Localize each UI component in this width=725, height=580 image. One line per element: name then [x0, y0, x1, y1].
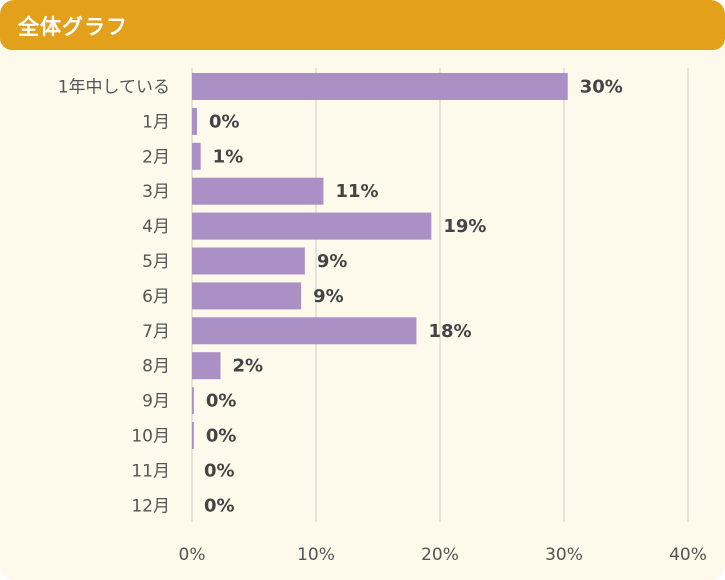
category-label: 3月 — [142, 182, 170, 202]
value-label: 30% — [580, 77, 623, 98]
category-label: 4月 — [142, 217, 170, 237]
x-tick-label: 0% — [179, 545, 206, 565]
value-label: 9% — [313, 286, 344, 307]
category-label: 1年中している — [58, 78, 170, 98]
x-tick-label: 30% — [545, 545, 583, 565]
bar — [192, 212, 432, 240]
category-label: 11月 — [131, 461, 170, 481]
value-label: 0% — [204, 495, 235, 516]
bar — [192, 422, 194, 449]
x-tick-label: 40% — [669, 545, 707, 565]
bar — [192, 317, 417, 345]
bar — [192, 73, 568, 100]
category-label: 12月 — [131, 496, 170, 516]
category-label: 2月 — [142, 147, 170, 167]
category-label: 7月 — [142, 322, 170, 342]
x-tick-label: 10% — [297, 545, 335, 565]
value-label: 1% — [213, 146, 244, 167]
x-tick-label: 20% — [421, 545, 459, 565]
value-label: 0% — [204, 460, 235, 481]
bar — [192, 282, 302, 310]
bar — [192, 247, 305, 275]
bar — [192, 352, 221, 380]
bar — [192, 142, 201, 170]
value-label: 9% — [317, 251, 348, 272]
value-label: 2% — [233, 356, 264, 377]
value-label: 19% — [443, 216, 486, 237]
value-label: 0% — [206, 426, 237, 447]
value-label: 0% — [206, 391, 237, 412]
category-label: 8月 — [142, 357, 170, 377]
category-label: 5月 — [142, 252, 170, 272]
value-label: 0% — [209, 111, 240, 132]
value-label: 11% — [335, 181, 378, 202]
chart-title: 全体グラフ — [18, 15, 128, 39]
bar — [192, 177, 324, 205]
category-label: 10月 — [131, 427, 170, 447]
bar — [192, 107, 197, 135]
category-label: 1月 — [142, 112, 170, 132]
chart-header: 全体グラフ — [0, 0, 725, 50]
category-label: 9月 — [142, 392, 170, 412]
category-label: 6月 — [142, 287, 170, 307]
value-label: 18% — [428, 321, 471, 342]
bar — [192, 387, 194, 415]
